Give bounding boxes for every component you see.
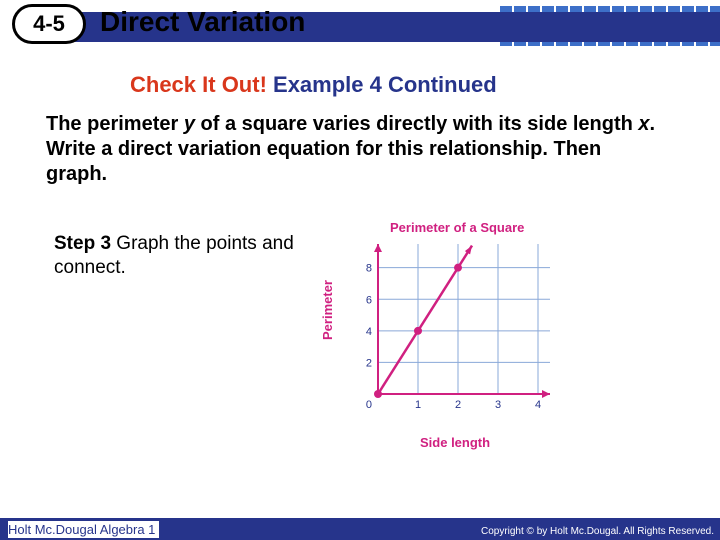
svg-text:8: 8 (366, 263, 372, 275)
section-badge: 4-5 (12, 4, 86, 44)
svg-text:4: 4 (535, 399, 541, 411)
var-y: y (184, 113, 195, 135)
svg-text:2: 2 (455, 399, 461, 411)
var-x: x (638, 113, 649, 135)
svg-text:2: 2 (366, 357, 372, 369)
body-paragraph: The perimeter y of a square varies direc… (46, 112, 666, 187)
svg-text:3: 3 (495, 399, 501, 411)
footer-right-text: Copyright © by Holt Mc.Dougal. All Right… (481, 526, 714, 537)
check-it-out-label: Check It Out! (130, 72, 267, 97)
step-label: Step 3 (54, 233, 111, 254)
footer-left-text: Holt Mc.Dougal Algebra 1 (8, 521, 159, 538)
body-mid: of a square varies directly with its sid… (195, 113, 638, 135)
example-label: Example 4 Continued (267, 72, 497, 97)
chart-plot: 1 2 3 4 2 4 6 8 0 (348, 238, 558, 418)
header: 4-5 Direct Variation (0, 0, 720, 52)
page-title: Direct Variation (100, 6, 305, 38)
chart-xlabel: Side length (420, 435, 490, 450)
subtitle: Check It Out! Example 4 Continued (130, 72, 497, 98)
svg-text:4: 4 (366, 326, 372, 338)
body-prefix: The perimeter (46, 113, 184, 135)
chart-title: Perimeter of a Square (390, 220, 524, 235)
section-number: 4-5 (33, 11, 65, 37)
svg-text:0: 0 (366, 399, 372, 411)
step-text: Step 3 Graph the points and connect. (54, 232, 314, 280)
chart-container: Perimeter of a Square Perimeter Side len… (320, 220, 580, 450)
svg-text:1: 1 (415, 399, 421, 411)
svg-text:6: 6 (366, 294, 372, 306)
chart-ylabel: Perimeter (320, 280, 335, 340)
